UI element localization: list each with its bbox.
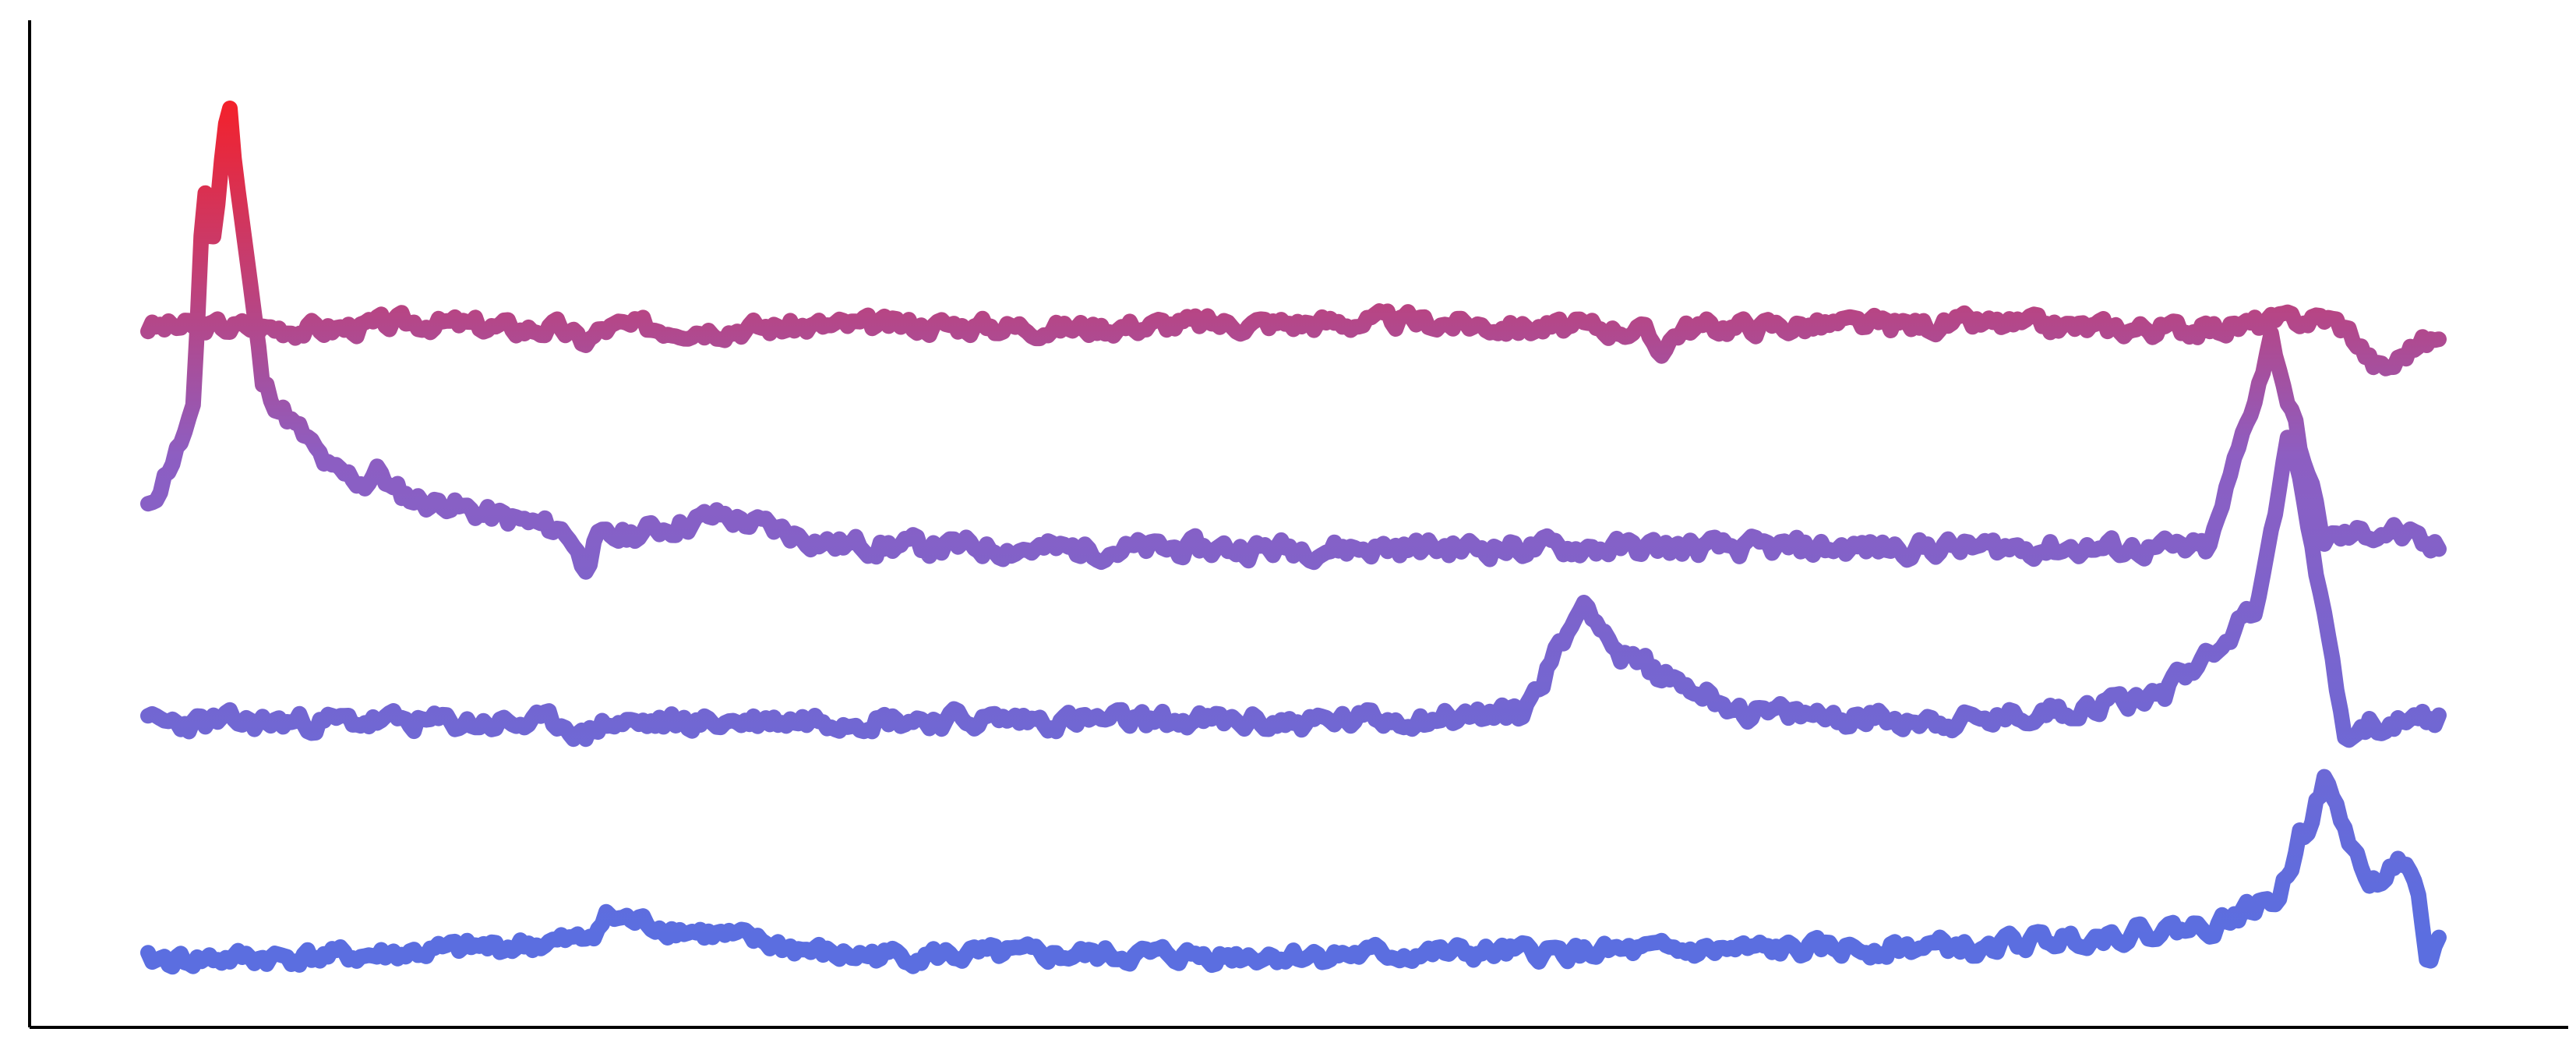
series-line-2 (140, 101, 2447, 580)
series-line-4 (140, 769, 2447, 975)
series-line-1 (140, 303, 2447, 376)
plot-area (140, 101, 2447, 975)
series-line-3 (140, 430, 2447, 748)
